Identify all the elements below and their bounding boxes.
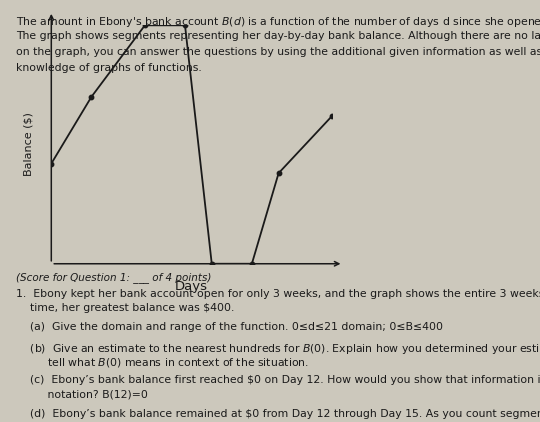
Text: 1.  Ebony kept her bank account open for only 3 weeks, and the graph shows the e: 1. Ebony kept her bank account open for …: [16, 289, 540, 299]
Text: (c)  Ebony’s bank balance first reached $0 on Day 12. How would you show that in: (c) Ebony’s bank balance first reached $…: [16, 376, 540, 385]
Text: (d)  Ebony’s bank balance remained at $0 from Day 12 through Day 15. As you coun: (d) Ebony’s bank balance remained at $0 …: [16, 409, 540, 419]
Text: on the graph, you can answer the questions by using the additional given informa: on the graph, you can answer the questio…: [16, 47, 540, 57]
Text: knowledge of graphs of functions.: knowledge of graphs of functions.: [16, 63, 202, 73]
Text: time, her greatest balance was $400.: time, her greatest balance was $400.: [16, 303, 234, 313]
Text: (a)  Give the domain and range of the function. 0≤d≤21 domain; 0≤B≤400: (a) Give the domain and range of the fun…: [16, 322, 443, 333]
Text: Days: Days: [175, 281, 208, 293]
Text: The amount in Ebony's bank account $B(d)$ is a function of the number of days d : The amount in Ebony's bank account $B(d)…: [16, 15, 540, 29]
Text: (b)  Give an estimate to the nearest hundreds for $B(0)$. Explain how you determ: (b) Give an estimate to the nearest hund…: [16, 342, 540, 356]
Text: (Score for Question 1: ___ of 4 points): (Score for Question 1: ___ of 4 points): [16, 272, 212, 283]
Text: Balance ($): Balance ($): [24, 113, 34, 176]
Text: notation? B(12)=0: notation? B(12)=0: [16, 390, 148, 399]
Text: tell what $B(0)$ means in context of the situation.: tell what $B(0)$ means in context of the…: [16, 356, 309, 369]
Text: The graph shows segments representing her day-by-day bank balance. Although ther: The graph shows segments representing he…: [16, 31, 540, 41]
